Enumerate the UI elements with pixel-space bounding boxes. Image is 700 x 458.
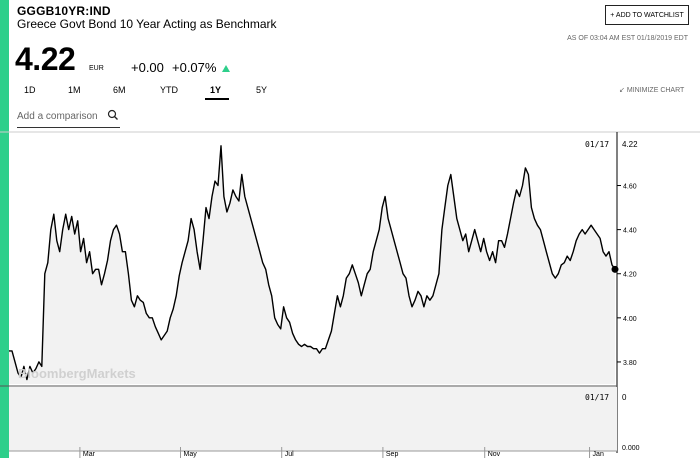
volume-axis-label: 0.000 (622, 445, 640, 452)
as-of-timestamp: AS OF 03:04 AM EST 01/18/2019 EDT (567, 35, 688, 42)
minimize-chart-button[interactable]: ↙ MINIMIZE CHART (619, 86, 684, 94)
currency-label: EUR (89, 65, 104, 72)
tab-1d[interactable]: 1D (24, 85, 36, 95)
search-icon[interactable] (107, 109, 119, 121)
y-tick-label: 3.80 (623, 360, 637, 367)
minimize-icon: ↙ (619, 87, 625, 94)
security-name: Greece Govt Bond 10 Year Acting as Bench… (17, 17, 277, 31)
x-tick-label: Sep (386, 451, 399, 458)
current-value-flag: 4.22 (622, 140, 638, 149)
price-line (9, 145, 616, 381)
volume-panel (9, 387, 617, 451)
tab-1y[interactable]: 1Y (210, 85, 222, 95)
tab-6m[interactable]: 6M (113, 85, 126, 95)
percent-change: +0.07% (172, 60, 217, 75)
volume-value-flag: 0 (622, 393, 627, 402)
y-tick-label: 4.40 (623, 228, 637, 235)
tab-5y[interactable]: 5Y (256, 85, 268, 95)
last-price: 4.22 (15, 41, 76, 77)
y-tick-label: 4.60 (623, 184, 637, 191)
price-change: +0.00 (131, 60, 164, 75)
minimize-label: MINIMIZE CHART (626, 87, 685, 94)
comparison-input[interactable] (17, 109, 99, 123)
bloomberg-watermark: BloombergMarkets (18, 366, 136, 381)
y-axis-ticks: 3.80 4.00 4.20 4.40 4.60 (617, 184, 637, 367)
tab-1m[interactable]: 1M (68, 85, 81, 95)
up-arrow-icon (222, 65, 230, 72)
accent-bar (0, 0, 9, 458)
add-to-watchlist-button[interactable]: + ADD TO WATCHLIST (605, 5, 689, 25)
x-tick-label: May (183, 451, 197, 458)
y-tick-label: 4.20 (623, 272, 637, 279)
x-axis-ticks: Mar May Jul Sep Nov Jan (79, 447, 604, 458)
tab-ytd[interactable]: YTD (160, 85, 178, 95)
x-tick-label: Mar (83, 451, 96, 458)
x-tick-label: Jan (593, 451, 604, 458)
ticker-symbol: GGGB10YR:IND (17, 4, 111, 18)
x-tick-label: Nov (488, 451, 501, 458)
x-tick-label: Jul (285, 451, 294, 458)
price-area-fill (9, 145, 615, 384)
volume-date-flag: 01/17 (585, 393, 609, 402)
current-date-flag: 01/17 (585, 140, 609, 149)
comparison-search (17, 109, 120, 128)
active-tab-indicator (205, 98, 229, 100)
y-tick-label: 4.00 (623, 316, 637, 323)
